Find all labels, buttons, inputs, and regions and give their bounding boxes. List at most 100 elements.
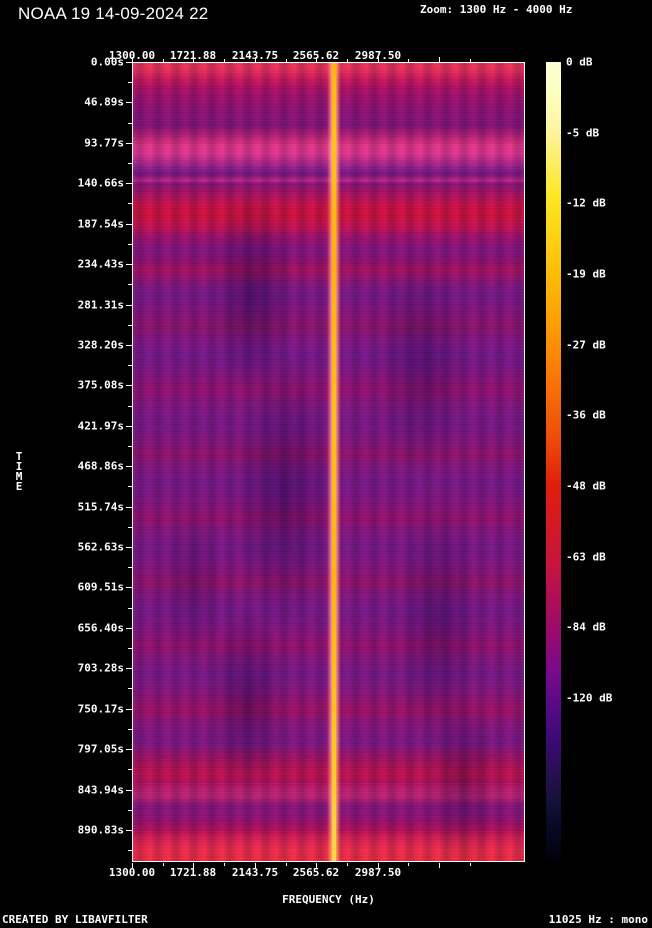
y-axis-tick-label: 46.89s bbox=[84, 95, 124, 109]
x-axis-tick bbox=[255, 863, 256, 868]
y-axis-tick-label: 375.08s bbox=[77, 378, 124, 392]
y-axis-tick bbox=[126, 668, 132, 669]
y-axis-tick-label: 750.17s bbox=[77, 702, 124, 716]
x-axis-tick-label: 2143.75 bbox=[231, 866, 279, 879]
colorbar-tick-label: -19 dB bbox=[566, 267, 606, 281]
x-axis-tick-label: 1721.88 bbox=[169, 49, 217, 62]
x-axis-tick bbox=[255, 57, 256, 62]
spectrogram-plot[interactable] bbox=[132, 62, 525, 862]
colorbar-tick-label: -36 dB bbox=[566, 408, 606, 422]
x-axis-minor-tick bbox=[286, 863, 287, 866]
y-axis-tick bbox=[126, 143, 132, 144]
page-title: NOAA 19 14-09-2024 22 bbox=[18, 4, 209, 23]
created-by-label: CREATED BY LIBAVFILTER bbox=[2, 913, 148, 926]
audio-info-label: 11025 Hz : mono bbox=[548, 913, 648, 926]
x-axis-tick bbox=[132, 863, 133, 868]
y-axis-minor-tick bbox=[128, 406, 132, 407]
y-axis-title-char: E bbox=[15, 480, 23, 493]
colorbar-tick-label: 0 dB bbox=[566, 55, 593, 69]
x-axis-tick-label: 1300.00 bbox=[108, 866, 156, 879]
y-axis-minor-tick bbox=[128, 244, 132, 245]
y-axis-tick-label: 515.74s bbox=[77, 500, 124, 514]
x-axis-minor-tick bbox=[347, 59, 348, 62]
y-axis-tick-label: 468.86s bbox=[77, 459, 124, 473]
x-axis-minor-tick bbox=[408, 59, 409, 62]
x-axis-tick-label: 2565.62 bbox=[292, 49, 340, 62]
x-axis-minor-tick bbox=[224, 59, 225, 62]
y-axis-tick bbox=[126, 426, 132, 427]
y-axis-tick bbox=[126, 224, 132, 225]
x-axis-tick bbox=[316, 57, 317, 62]
x-axis-tick bbox=[316, 863, 317, 868]
y-axis-minor-tick bbox=[128, 810, 132, 811]
y-axis-minor-tick bbox=[128, 365, 132, 366]
x-axis-minor-tick bbox=[439, 57, 440, 62]
y-axis-tick-label: 93.77s bbox=[84, 136, 124, 150]
y-axis-tick bbox=[126, 62, 132, 63]
y-axis-minor-tick bbox=[128, 527, 132, 528]
colorbar-tick-label: -27 dB bbox=[566, 338, 606, 352]
y-axis-tick-label: 0.00s bbox=[90, 55, 124, 69]
y-axis-tick bbox=[126, 709, 132, 710]
y-axis-tick-label: 703.28s bbox=[77, 661, 124, 675]
y-axis-minor-tick bbox=[128, 82, 132, 83]
y-axis-minor-tick bbox=[128, 769, 132, 770]
x-axis-title: FREQUENCY (Hz) bbox=[282, 893, 375, 906]
x-axis-minor-tick bbox=[439, 863, 440, 868]
y-axis-tick-label: 797.05s bbox=[77, 742, 124, 756]
y-axis-tick bbox=[126, 628, 132, 629]
y-axis-tick bbox=[126, 385, 132, 386]
colorbar-tick-label: -120 dB bbox=[566, 691, 613, 705]
y-axis-minor-tick bbox=[128, 163, 132, 164]
y-axis-tick bbox=[126, 830, 132, 831]
y-axis-tick-label: 421.97s bbox=[77, 419, 124, 433]
y-axis-tick bbox=[126, 749, 132, 750]
x-axis-tick-label: 2987.50 bbox=[354, 49, 402, 62]
y-axis-tick-label: 890.83s bbox=[77, 823, 124, 837]
y-axis-tick-label: 328.20s bbox=[77, 338, 124, 352]
x-axis-tick bbox=[378, 57, 379, 62]
x-axis-minor-tick bbox=[224, 863, 225, 866]
x-axis-tick-label: 1300.00 bbox=[108, 49, 156, 62]
y-axis-tick bbox=[126, 264, 132, 265]
y-axis-tick bbox=[126, 345, 132, 346]
colorbar-tick-label: -12 dB bbox=[566, 196, 606, 210]
y-axis-tick bbox=[126, 466, 132, 467]
y-axis-minor-tick bbox=[128, 325, 132, 326]
y-axis-minor-tick bbox=[128, 729, 132, 730]
y-axis-minor-tick bbox=[128, 850, 132, 851]
y-axis-minor-tick bbox=[128, 648, 132, 649]
x-axis-tick-label: 1721.88 bbox=[169, 866, 217, 879]
carrier-line-core bbox=[332, 63, 336, 861]
x-axis-tick bbox=[193, 863, 194, 868]
y-axis-tick bbox=[126, 305, 132, 306]
colorbar-tick-label: -48 dB bbox=[566, 479, 606, 493]
x-axis-minor-tick bbox=[470, 863, 471, 866]
y-axis-tick-label: 609.51s bbox=[77, 580, 124, 594]
y-axis-minor-tick bbox=[128, 688, 132, 689]
y-axis-labels: 0.00s 46.89s 93.77s 140.66s 187.54s 234.43s 28… bbox=[0, 0, 124, 928]
y-axis-minor-tick bbox=[128, 486, 132, 487]
y-axis-tick bbox=[126, 102, 132, 103]
y-axis-tick-label: 234.43s bbox=[77, 257, 124, 271]
x-axis-tick-label: 2565.62 bbox=[292, 866, 340, 879]
y-axis-tick-label: 562.63s bbox=[77, 540, 124, 554]
y-axis-title-char: I bbox=[15, 460, 23, 473]
y-axis-minor-tick bbox=[128, 123, 132, 124]
x-axis-tick-label: 2987.50 bbox=[354, 866, 402, 879]
y-axis-tick-label: 187.54s bbox=[77, 217, 124, 231]
y-axis-tick bbox=[126, 547, 132, 548]
y-axis-minor-tick bbox=[128, 446, 132, 447]
colorbar bbox=[546, 62, 561, 862]
zoom-range-label: Zoom: 1300 Hz - 4000 Hz bbox=[420, 3, 573, 16]
y-axis-tick bbox=[126, 587, 132, 588]
colorbar-tick-label: -63 dB bbox=[566, 550, 606, 564]
y-axis-title-char: M bbox=[15, 470, 23, 483]
y-axis-tick bbox=[126, 790, 132, 791]
y-axis-tick-label: 656.40s bbox=[77, 621, 124, 635]
x-axis-minor-tick bbox=[470, 59, 471, 62]
y-axis-tick-label: 140.66s bbox=[77, 176, 124, 190]
colorbar-tick-label: -5 dB bbox=[566, 126, 600, 140]
